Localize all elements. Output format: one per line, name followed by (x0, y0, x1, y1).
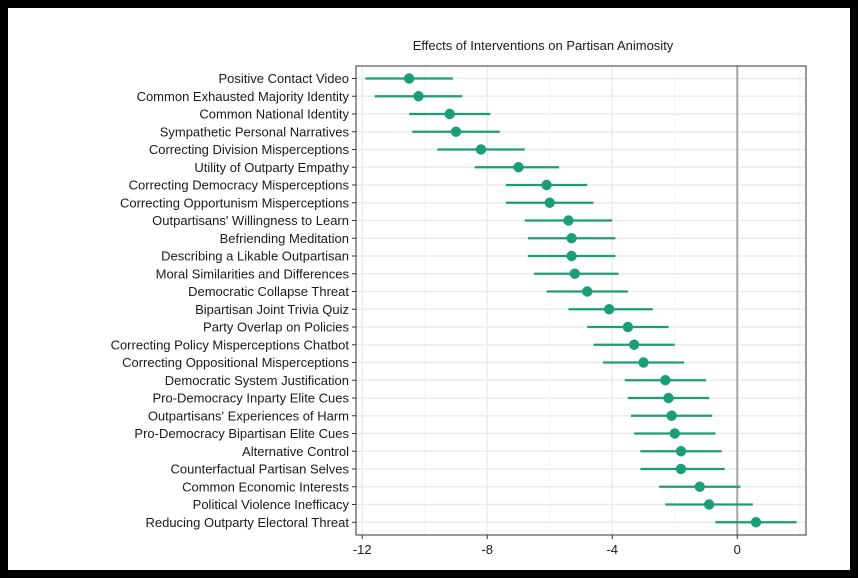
estimate-point (675, 446, 687, 457)
estimate-point (703, 499, 715, 510)
category-label: Alternative Control (242, 444, 349, 459)
x-axis: -12 -8 -4 0 (353, 535, 741, 557)
estimate-point (603, 304, 615, 315)
category-label: Counterfactual Partisan Selves (171, 462, 350, 477)
category-label: Describing a Likable Outpartisan (161, 249, 349, 264)
estimate-point (582, 286, 593, 297)
x-tick-label: 0 (734, 542, 741, 557)
forest-plot: Effects of Interventions on Partisan Ani… (111, 38, 807, 557)
category-label: Reducing Outparty Electoral Threat (145, 515, 349, 530)
estimate-point (622, 321, 634, 333)
category-label: Correcting Democracy Misperceptions (129, 178, 350, 193)
category-label: Correcting Policy Misperceptions Chatbot (111, 337, 350, 352)
category-label: Correcting Division Misperceptions (149, 142, 350, 157)
estimate-point (544, 197, 555, 208)
estimate-point (750, 517, 762, 528)
major-gridlines (356, 66, 806, 535)
category-label: Common Exhausted Majority Identity (137, 89, 350, 104)
estimate-point (694, 481, 705, 492)
estimate-point (660, 375, 671, 386)
estimate-point (450, 126, 462, 137)
estimate-point (541, 179, 552, 191)
estimate-point (413, 91, 424, 102)
category-label: Utility of Outparty Empathy (194, 160, 349, 175)
minor-gridlines (424, 66, 801, 535)
estimate-point (566, 233, 577, 244)
point-estimates (403, 73, 762, 528)
category-label: Common National Identity (199, 107, 349, 122)
category-label: Moral Similarities and Differences (156, 266, 350, 281)
category-label: Outpartisans' Willingness to Learn (152, 213, 349, 228)
estimate-point (666, 410, 677, 421)
category-label: Befriending Meditation (220, 231, 349, 246)
chart-title: Effects of Interventions on Partisan Ani… (413, 38, 674, 53)
x-tick-label: -12 (353, 542, 372, 557)
estimate-point (569, 268, 580, 279)
estimate-point (475, 144, 487, 155)
figure-frame: Effects of Interventions on Partisan Ani… (8, 8, 850, 570)
category-label: Positive Contact Video (218, 71, 349, 86)
category-label: Democratic Collapse Threat (188, 284, 349, 299)
category-label: Political Violence Inefficacy (193, 497, 350, 512)
x-tick-label: -8 (481, 542, 493, 557)
category-label: Correcting Opportunism Misperceptions (120, 195, 350, 210)
estimate-point (669, 428, 680, 439)
category-label: Bipartisan Joint Trivia Quiz (195, 302, 349, 317)
estimate-point (403, 73, 415, 84)
estimate-point (663, 392, 674, 404)
estimate-point (628, 339, 640, 350)
category-label: Correcting Oppositional Misperceptions (122, 355, 349, 370)
category-label: Pro-Democracy Bipartisan Elite Cues (134, 426, 349, 441)
confidence-intervals (365, 77, 797, 524)
panel-border (355, 65, 807, 536)
y-axis: Positive Contact Video Common Exhausted M… (111, 71, 356, 530)
category-label: Common Economic Interests (182, 479, 349, 494)
category-label: Outpartisans' Experiences of Harm (148, 408, 349, 423)
estimate-point (675, 463, 687, 475)
estimate-point (444, 108, 455, 120)
category-label: Sympathetic Personal Narratives (160, 124, 350, 139)
category-label: Party Overlap on Policies (203, 320, 349, 335)
estimate-point (513, 162, 524, 173)
category-label: Pro-Democracy Inparty Elite Cues (152, 391, 349, 406)
estimate-point (563, 215, 574, 226)
estimate-point (566, 250, 577, 262)
estimate-point (638, 357, 649, 368)
category-label: Democratic System Justification (165, 373, 349, 388)
x-tick-label: -4 (606, 542, 618, 557)
